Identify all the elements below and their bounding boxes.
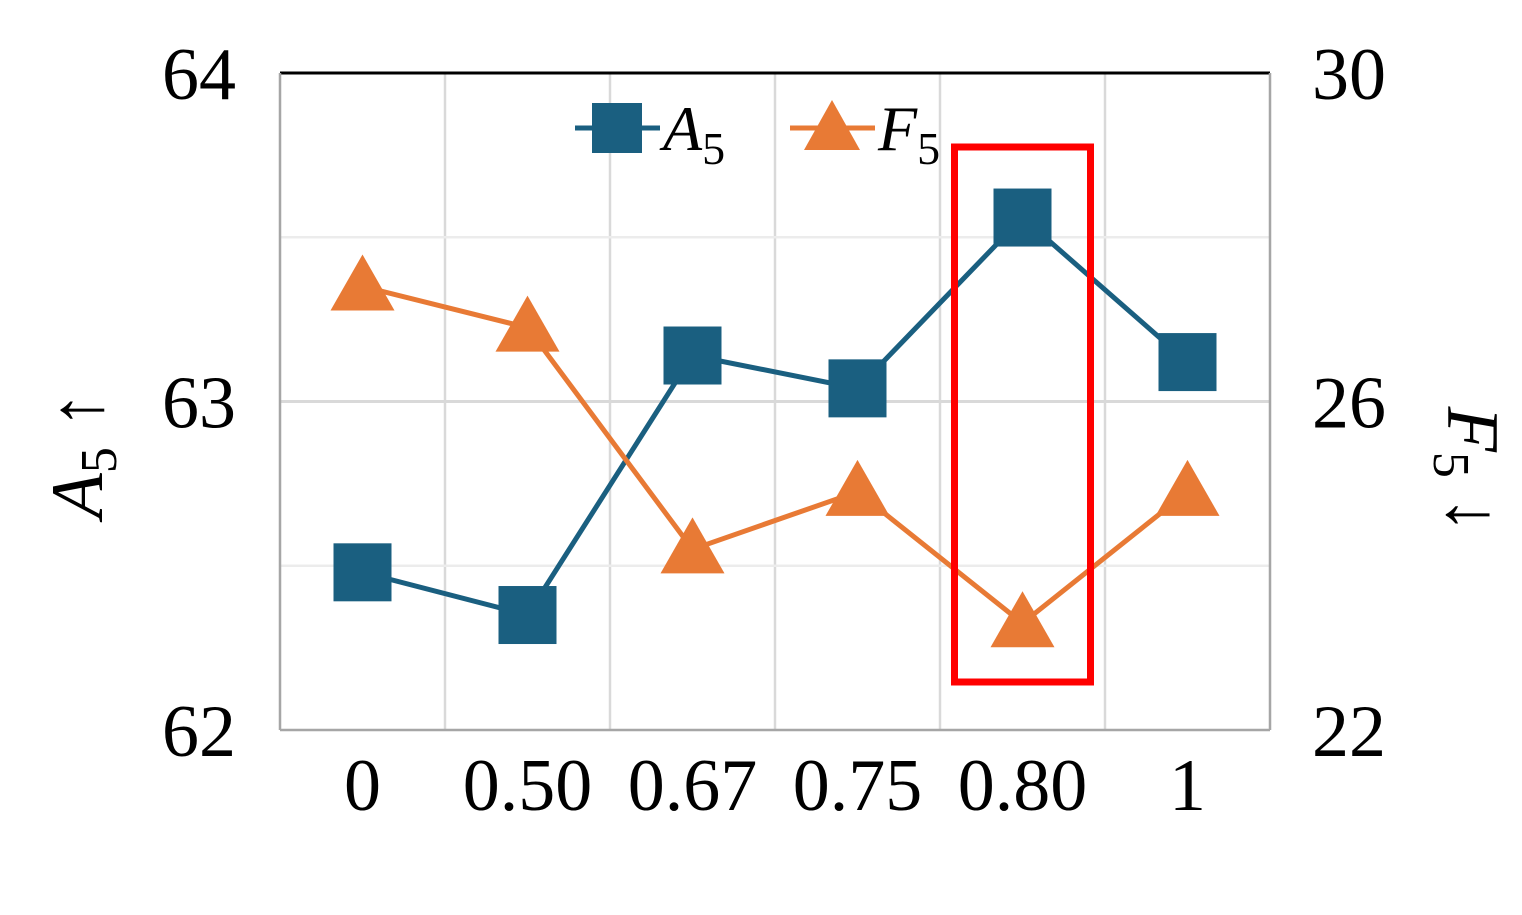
data-point-A5 — [663, 326, 722, 385]
x-tick-label: 0.67 — [628, 745, 758, 827]
x-tick-label: 1 — [1169, 745, 1206, 827]
marker-layer — [330, 188, 1220, 648]
axis-titles: A5 ↑ F5 ↓ — [37, 392, 1513, 534]
data-point-A5 — [333, 543, 392, 602]
data-point-F5 — [330, 254, 395, 311]
highlight-layer — [951, 143, 1094, 686]
data-point-F5 — [825, 459, 890, 516]
y-left-tick-label: 62 — [162, 691, 236, 773]
x-tick-label: 0.75 — [793, 745, 923, 827]
legend-label: A5 — [659, 93, 725, 174]
data-point-A5 — [828, 359, 887, 418]
x-tick-label: 0 — [344, 745, 381, 827]
y-left-tick-label: 64 — [162, 34, 236, 116]
data-point-A5 — [1158, 333, 1217, 392]
legend-marker-square — [592, 103, 642, 153]
data-point-A5 — [993, 188, 1052, 247]
y-left-tick-label: 63 — [162, 363, 236, 445]
tick-labels: 0 0.50 0.67 0.75 0.80 1 62 63 64 22 26 30 — [162, 34, 1386, 827]
legend: A5 F5 — [575, 93, 940, 174]
x-tick-label: 0.80 — [958, 745, 1088, 827]
data-point-F5 — [660, 517, 725, 574]
highlight-box — [951, 143, 1094, 686]
plot-frame — [278, 71, 1272, 732]
data-point-A5 — [498, 586, 557, 645]
y-right-tick-label: 30 — [1312, 34, 1386, 116]
x-tick-label: 0.50 — [463, 745, 593, 827]
data-point-F5 — [495, 295, 560, 352]
legend-label: F5 — [877, 93, 940, 174]
grid-lines — [280, 73, 1270, 730]
y-right-axis-title: F5 ↓ — [1422, 406, 1513, 534]
legend-marker-triangle — [804, 100, 860, 150]
y-left-axis-title: A5 ↑ — [37, 392, 128, 524]
series-line-F5 — [361, 284, 1190, 626]
data-point-F5 — [1155, 459, 1220, 516]
y-right-tick-label: 22 — [1312, 691, 1386, 773]
data-point-F5 — [990, 591, 1055, 648]
y-right-tick-label: 26 — [1312, 363, 1386, 445]
